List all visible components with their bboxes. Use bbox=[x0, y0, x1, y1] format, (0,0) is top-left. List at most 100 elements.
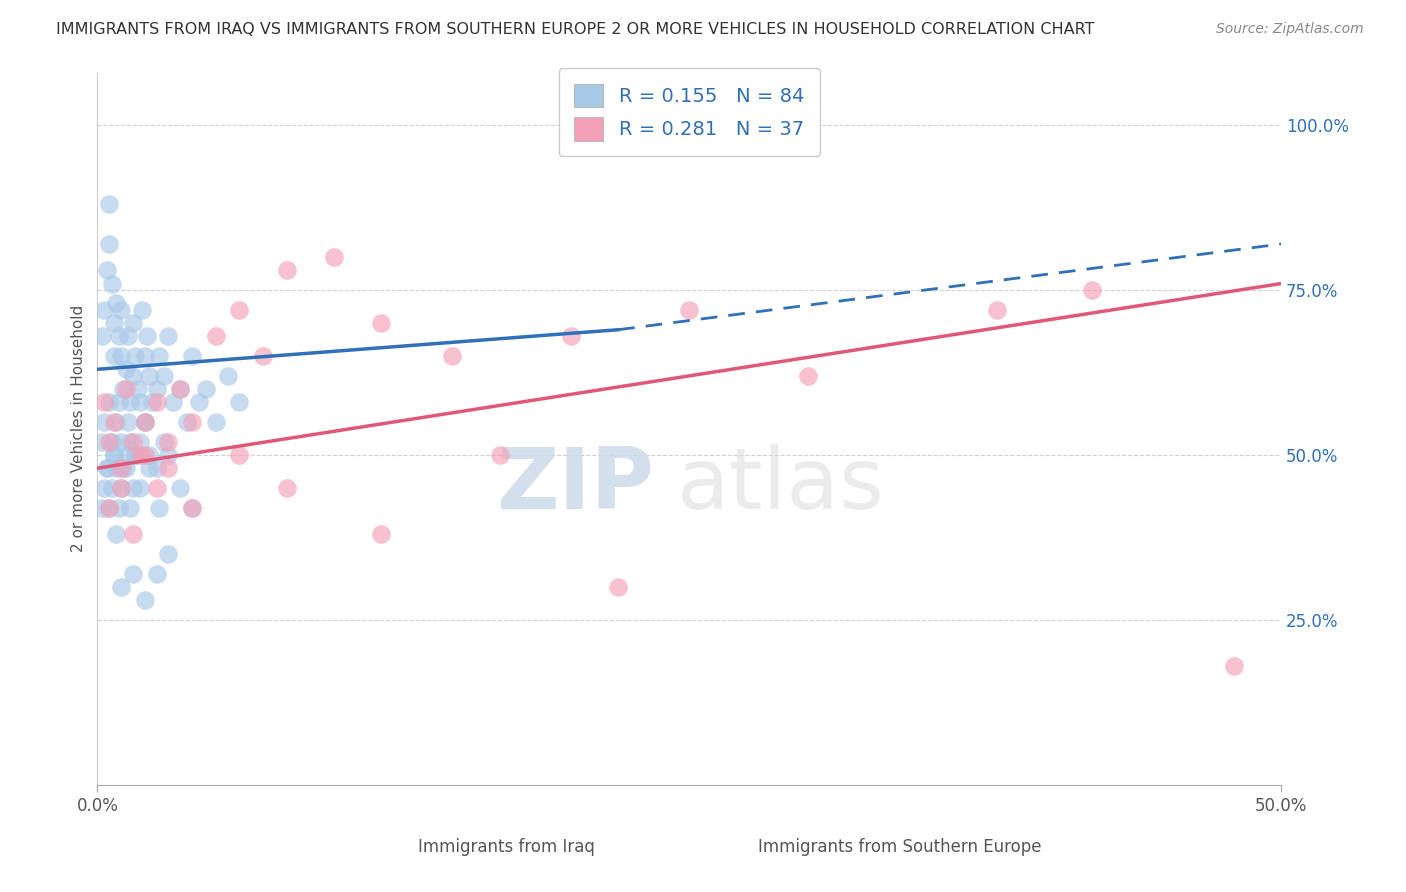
Text: ZIP: ZIP bbox=[496, 444, 654, 527]
Point bbox=[117, 415, 139, 429]
Point bbox=[181, 500, 204, 515]
Point bbox=[98, 237, 121, 252]
Point bbox=[120, 500, 142, 515]
Point bbox=[93, 395, 115, 409]
Point bbox=[98, 500, 121, 515]
Point bbox=[1080, 283, 1102, 297]
Point bbox=[114, 448, 136, 462]
Point bbox=[105, 296, 128, 310]
Point bbox=[181, 500, 204, 515]
Point bbox=[100, 481, 122, 495]
Point bbox=[93, 481, 115, 495]
Point bbox=[195, 382, 218, 396]
Point bbox=[114, 382, 136, 396]
Point bbox=[105, 415, 128, 429]
Point bbox=[114, 461, 136, 475]
Point bbox=[110, 481, 132, 495]
Point bbox=[162, 395, 184, 409]
Point bbox=[107, 395, 129, 409]
Point bbox=[103, 349, 125, 363]
Point bbox=[986, 302, 1008, 317]
Point bbox=[110, 349, 132, 363]
Point bbox=[105, 527, 128, 541]
Point bbox=[98, 434, 121, 449]
Point bbox=[169, 382, 191, 396]
Point bbox=[228, 395, 250, 409]
Point bbox=[103, 415, 125, 429]
Point bbox=[110, 481, 132, 495]
Point bbox=[120, 395, 142, 409]
Point bbox=[252, 349, 274, 363]
Point bbox=[134, 593, 156, 607]
Point bbox=[276, 481, 298, 495]
Point bbox=[441, 349, 464, 363]
Point bbox=[228, 302, 250, 317]
Point bbox=[121, 527, 143, 541]
Point bbox=[124, 448, 146, 462]
Point bbox=[148, 349, 170, 363]
Point bbox=[107, 329, 129, 343]
Point bbox=[112, 461, 135, 475]
Point bbox=[152, 434, 174, 449]
Point bbox=[129, 481, 152, 495]
Point bbox=[124, 448, 146, 462]
Point bbox=[96, 461, 118, 475]
Point bbox=[138, 448, 160, 462]
Point bbox=[217, 368, 239, 383]
Point bbox=[145, 461, 167, 475]
Point bbox=[103, 448, 125, 462]
Point bbox=[141, 395, 163, 409]
Point bbox=[157, 547, 180, 561]
Point bbox=[91, 434, 114, 449]
Point bbox=[112, 382, 135, 396]
Point bbox=[93, 302, 115, 317]
Point bbox=[145, 481, 167, 495]
Point bbox=[560, 329, 582, 343]
Point bbox=[93, 415, 115, 429]
Point bbox=[110, 461, 132, 475]
Point bbox=[121, 481, 143, 495]
Point bbox=[323, 250, 346, 264]
Point bbox=[134, 415, 156, 429]
Point bbox=[91, 329, 114, 343]
Point bbox=[129, 448, 152, 462]
Point bbox=[117, 329, 139, 343]
Point bbox=[148, 500, 170, 515]
Point bbox=[138, 461, 160, 475]
Point bbox=[157, 434, 180, 449]
Point bbox=[114, 362, 136, 376]
Point bbox=[204, 329, 226, 343]
Point bbox=[129, 395, 152, 409]
Point bbox=[228, 448, 250, 462]
Point bbox=[107, 500, 129, 515]
Point bbox=[134, 349, 156, 363]
Point bbox=[152, 368, 174, 383]
Text: Source: ZipAtlas.com: Source: ZipAtlas.com bbox=[1216, 22, 1364, 37]
Point bbox=[103, 316, 125, 330]
Point bbox=[1222, 659, 1244, 673]
Point bbox=[204, 415, 226, 429]
Point bbox=[134, 415, 156, 429]
Point bbox=[157, 461, 180, 475]
Point bbox=[100, 277, 122, 291]
Point bbox=[607, 580, 630, 594]
Point bbox=[169, 481, 191, 495]
Point bbox=[134, 415, 156, 429]
Point bbox=[110, 302, 132, 317]
Point bbox=[145, 566, 167, 581]
Point bbox=[157, 448, 180, 462]
Legend: R = 0.155   N = 84, R = 0.281   N = 37: R = 0.155 N = 84, R = 0.281 N = 37 bbox=[558, 68, 820, 156]
Point bbox=[96, 461, 118, 475]
Point bbox=[105, 461, 128, 475]
Text: atlas: atlas bbox=[678, 444, 886, 527]
Point bbox=[136, 329, 159, 343]
Point bbox=[370, 527, 392, 541]
Point bbox=[121, 434, 143, 449]
Point bbox=[129, 434, 152, 449]
Point bbox=[157, 329, 180, 343]
Point bbox=[181, 415, 204, 429]
Point bbox=[110, 580, 132, 594]
Point bbox=[127, 382, 149, 396]
Point bbox=[120, 434, 142, 449]
Point bbox=[169, 382, 191, 396]
